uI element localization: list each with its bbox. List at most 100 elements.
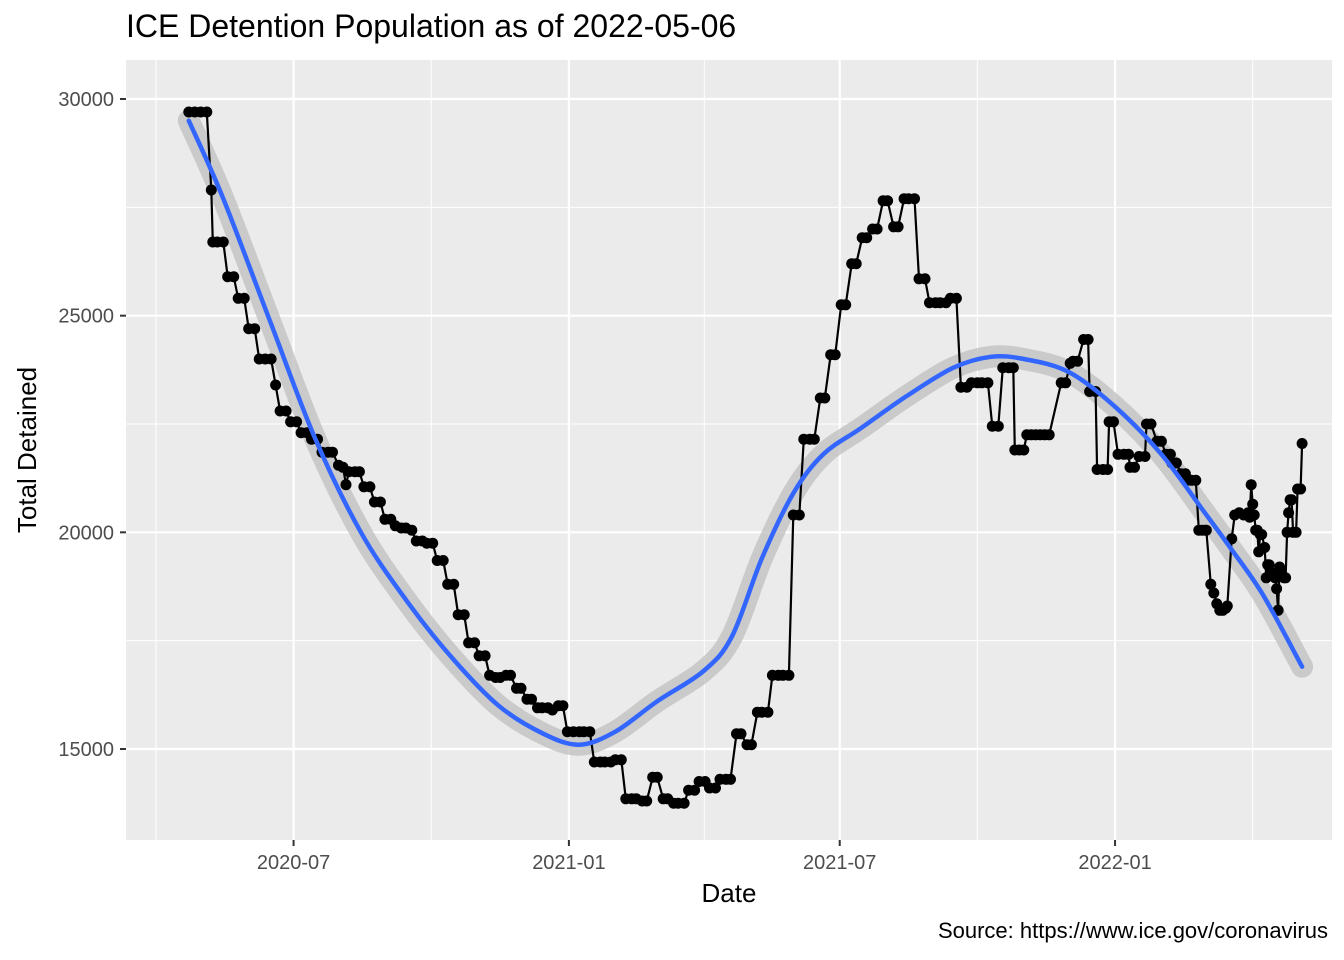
data-point: [615, 754, 627, 766]
data-point: [850, 258, 862, 270]
data-point: [783, 669, 795, 681]
data-point: [353, 466, 365, 478]
data-point: [1259, 542, 1271, 553]
data-point: [448, 578, 460, 590]
data-point: [1283, 507, 1295, 519]
data-point: [1102, 464, 1114, 475]
data-point: [710, 782, 721, 794]
y-tick-label: 30000: [58, 89, 114, 111]
data-point: [515, 682, 527, 694]
data-point: [1018, 444, 1030, 456]
y-axis-label: Total Detained: [12, 367, 42, 533]
data-point: [1280, 572, 1292, 584]
data-point: [689, 784, 701, 796]
y-tick-label: 20000: [58, 522, 114, 544]
data-point: [892, 221, 904, 233]
data-point: [1271, 583, 1283, 595]
data-point: [1123, 448, 1134, 460]
data-point: [469, 637, 481, 649]
data-point: [1139, 451, 1151, 462]
x-axis-label: Date: [702, 878, 757, 908]
data-point: [1208, 587, 1220, 599]
data-point: [808, 433, 820, 445]
x-tick-label: 2022-01: [1078, 852, 1151, 874]
data-point: [1145, 418, 1157, 430]
data-point: [374, 496, 386, 508]
data-point: [1286, 494, 1298, 506]
data-point: [249, 323, 261, 335]
data-point: [950, 292, 962, 304]
x-axis: 2020-07 2021-01 2021-07 2022-01: [257, 840, 1152, 874]
y-axis: 15000 20000 25000 30000: [58, 89, 126, 761]
data-point: [437, 555, 449, 566]
data-point: [479, 650, 491, 662]
data-point: [819, 392, 831, 404]
data-point: [406, 524, 418, 536]
y-tick-label: 15000: [58, 739, 114, 761]
data-point: [1205, 578, 1217, 590]
data-point: [1247, 498, 1259, 510]
grid-minor: [126, 60, 1332, 840]
data-point: [840, 299, 852, 311]
data-point: [526, 693, 537, 705]
data-point: [205, 184, 217, 196]
data-point: [641, 795, 653, 807]
data-point: [1108, 416, 1119, 428]
data-point: [1290, 526, 1302, 538]
observed-points-layer: [183, 106, 1308, 809]
data-point: [992, 420, 1004, 432]
data-point: [762, 706, 774, 718]
x-tick-label: 2021-07: [803, 852, 876, 874]
data-point: [725, 773, 736, 785]
data-point: [1129, 461, 1140, 473]
data-point: [829, 349, 841, 361]
data-point: [1296, 438, 1308, 449]
data-point: [745, 739, 757, 751]
data-point: [678, 797, 690, 809]
data-point: [270, 379, 282, 391]
data-point: [584, 726, 596, 738]
data-point: [882, 195, 894, 207]
data-point: [228, 271, 240, 283]
data-point: [982, 377, 994, 389]
smooth-line-layer: [186, 118, 1305, 747]
source-caption: Source: https://www.ice.gov/coronavirus: [937, 918, 1328, 943]
data-point: [427, 537, 439, 549]
data-point: [1295, 483, 1307, 495]
data-point: [1164, 448, 1176, 460]
data-point: [909, 193, 920, 205]
data-point: [919, 273, 931, 285]
data-point: [735, 728, 747, 740]
data-point: [364, 481, 376, 493]
y-tick-label: 25000: [58, 306, 114, 328]
data-point: [1263, 559, 1275, 571]
data-point: [505, 669, 516, 681]
data-point: [265, 353, 277, 365]
data-point: [1155, 435, 1167, 447]
data-point: [1256, 529, 1268, 540]
data-point: [340, 479, 352, 491]
x-tick-label: 2021-01: [532, 852, 605, 874]
data-point: [238, 292, 250, 304]
data-point: [1082, 334, 1094, 345]
data-point: [1060, 377, 1072, 389]
data-point: [327, 446, 338, 458]
data-point: [1190, 474, 1202, 486]
data-point: [291, 416, 303, 428]
data-point: [458, 609, 470, 621]
x-tick-label: 2020-07: [257, 852, 330, 874]
data-point: [1170, 457, 1182, 469]
smooth-trend-line: [186, 118, 1305, 747]
data-point: [651, 771, 663, 783]
data-point: [871, 223, 883, 235]
data-point: [793, 509, 805, 521]
data-point: [201, 106, 213, 118]
data-point: [1200, 524, 1212, 536]
data-point: [861, 232, 873, 244]
data-point: [1245, 479, 1257, 491]
data-point: [1043, 429, 1055, 441]
data-point: [557, 700, 569, 712]
chart-title: ICE Detention Population as of 2022-05-0…: [126, 8, 737, 44]
